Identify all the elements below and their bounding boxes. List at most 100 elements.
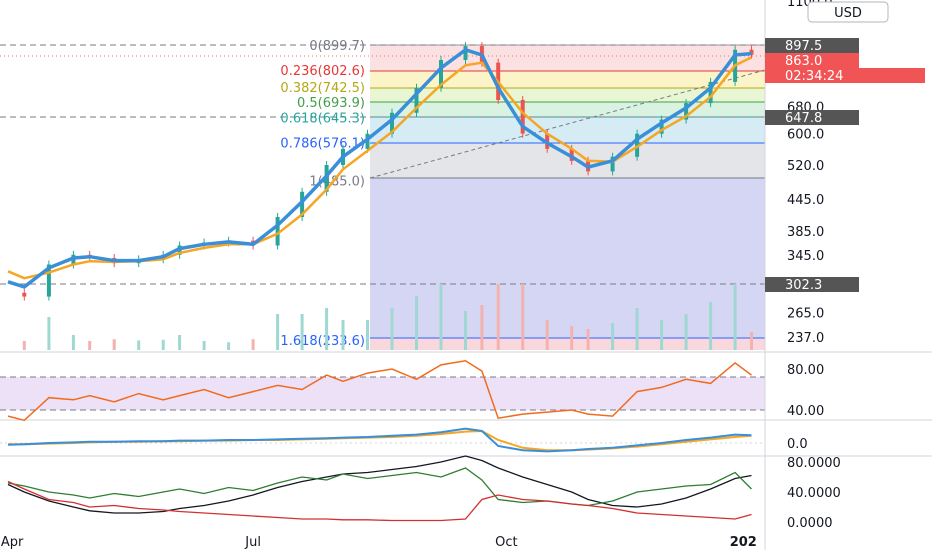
volume-bar (390, 308, 394, 350)
candle-body (390, 112, 394, 134)
volume-bar (202, 341, 206, 350)
minus-di-line (7, 480, 752, 522)
badge-last-price: 863.0 (785, 54, 822, 69)
fib-band-bottom (370, 338, 765, 350)
fib-band-0382-05 (370, 88, 765, 102)
volume-bar (137, 340, 141, 350)
rsi-band (0, 377, 765, 410)
candle-body (300, 191, 305, 217)
candle-body (684, 103, 689, 120)
fib-band-1-1618 (370, 178, 765, 338)
volume-bar (709, 302, 713, 350)
dmi-pane: 80.0000 40.0000 0.0000 (7, 455, 841, 531)
candle-body (439, 60, 443, 88)
dmi-tick-label: 0.0000 (787, 516, 833, 531)
badge-countdown-bg (765, 68, 925, 83)
volume-bar (300, 314, 304, 350)
volume-bar (415, 296, 418, 350)
badge-level-1: 647.8 (785, 111, 822, 126)
currency-button[interactable]: USD (807, 1, 889, 23)
badge-level-2-bg (765, 277, 859, 292)
time-label: Oct (495, 535, 517, 550)
badge-last-bg (765, 53, 859, 68)
volume-bar (276, 314, 280, 350)
volume-bar (71, 335, 75, 350)
volume-bar (750, 332, 753, 350)
volume-bar (22, 341, 26, 350)
volume-bar (733, 284, 737, 350)
candle-body (22, 292, 27, 297)
volume-bar (660, 320, 664, 350)
fib-band-0786-1 (370, 143, 765, 178)
fib-trend-line (369, 69, 766, 179)
volume-bar (178, 335, 182, 350)
price-tick-label: 385.0 (787, 225, 824, 240)
fibonacci-bands (370, 45, 765, 350)
volume-bar (47, 317, 51, 350)
volume-bar (570, 326, 574, 350)
candle-body (463, 46, 468, 60)
fibonacci-labels: 0(899.7) 0.236(802.6) 0.382(742.5)0.5(693.… (280, 39, 365, 349)
fib-level-label: 0.786(576.1) (280, 137, 365, 152)
price-tick-label: 237.0 (787, 331, 824, 346)
candle-body (46, 264, 51, 297)
badge-countdown: 02:34:24 (785, 69, 843, 84)
volume-bar (684, 314, 688, 350)
adx-line (7, 455, 752, 514)
badge-level-2: 302.3 (785, 278, 822, 293)
price-tick-label: 345.0 (787, 249, 824, 264)
price-tick-label: 265.0 (787, 307, 824, 322)
price-tick-label: 600.0 (787, 128, 824, 143)
fib-level-label: 0.236(802.6) (280, 64, 365, 79)
rsi-line (7, 360, 752, 422)
volume-bar (227, 342, 231, 350)
fib-level-label: 1.618(233.6) (280, 334, 365, 349)
price-tick-label: 520.0 (787, 159, 824, 174)
badge-high-bg (765, 38, 859, 53)
volume-bar (635, 308, 639, 350)
volume-bar (496, 284, 500, 350)
badge-high-marker: 897.5 (785, 39, 822, 54)
volume-bar (545, 320, 549, 350)
volume-bar (88, 341, 92, 350)
candle-body (520, 99, 525, 134)
candle-body (610, 156, 615, 172)
rsi-tick-label: 80.00 (787, 363, 824, 378)
fib-level-label: 0.5(693.9) (297, 96, 365, 111)
volume-bar (112, 339, 116, 350)
volume-bar (439, 284, 443, 350)
fib-level-label: 0.618(645.3) (280, 112, 365, 127)
candle-body (708, 81, 713, 104)
candle-body (749, 49, 754, 55)
volume-bar (341, 320, 345, 350)
candle-body (659, 119, 664, 134)
time-axis[interactable]: Apr Jul Oct 202 (1, 535, 757, 550)
volume-bar (251, 339, 255, 350)
fib-level-label: 0.382(742.5) (280, 81, 365, 96)
candle-body (324, 165, 329, 192)
price-tick-label: 445.0 (787, 193, 824, 208)
plus-di-line (7, 467, 752, 507)
rsi-pane: 80.00 40.00 (0, 360, 824, 422)
fib-band-0236-0382 (370, 71, 765, 88)
fib-band-05-0618 (370, 102, 765, 117)
rsi-tick-label: 40.00 (787, 404, 824, 419)
fast-moving-average-line (7, 47, 752, 289)
macd-line (7, 427, 752, 453)
fib-band-0-0236 (370, 45, 765, 71)
macd-tick-label: 0.0 (787, 437, 808, 452)
volume-bar (611, 323, 615, 350)
price-badges: 897.5 863.0 02:34:24 647.8 302.3 (765, 38, 925, 293)
moving-average-lines (7, 47, 753, 289)
time-label: 202 (730, 535, 757, 550)
volume-bar (480, 305, 484, 350)
volume-bar (586, 329, 590, 350)
dmi-tick-label: 40.0000 (787, 486, 841, 501)
volume-bar (161, 339, 165, 350)
volume-bar (464, 311, 467, 350)
volume-bar (325, 308, 329, 350)
fib-band-0618-0786 (370, 117, 765, 143)
fib-level-label: 0(899.7) (309, 39, 365, 54)
